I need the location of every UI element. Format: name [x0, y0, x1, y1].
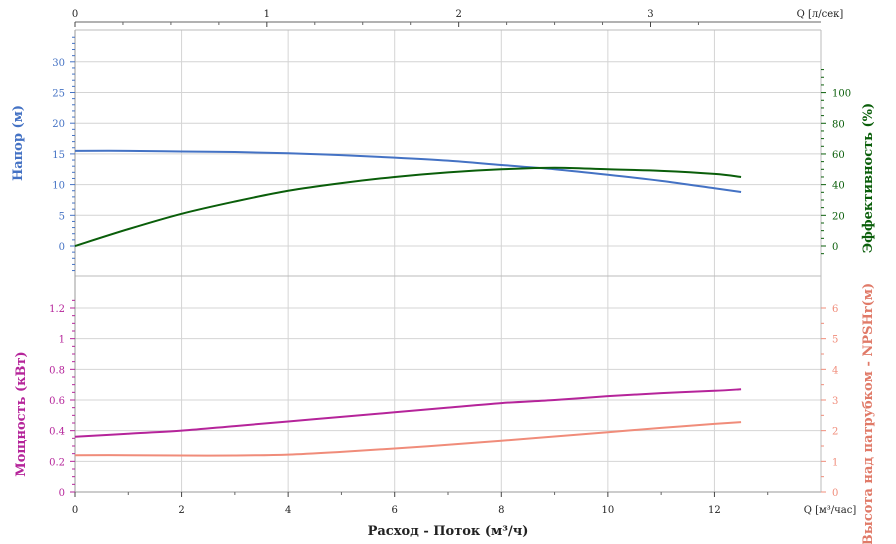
head-axis-tick-label: 15 — [52, 150, 65, 161]
power-curve-line — [74, 388, 742, 438]
flow-axis-title: Расход - Поток (м³/ч) — [368, 524, 529, 539]
top-axis-tick-label: 3 — [647, 9, 653, 20]
head-axis-tick-label: 5 — [59, 211, 65, 222]
power-axis-tick-label: 0.8 — [49, 365, 65, 376]
npshr-curve-line — [74, 421, 742, 457]
top-flow-unit-label: Q [л/сек] — [797, 9, 844, 20]
x-axis-tick-label: 0 — [72, 505, 78, 516]
power-axis-tick-label: 0 — [59, 488, 65, 499]
power-axis-tick-label: 0.2 — [49, 457, 65, 468]
axis-ticks — [70, 22, 826, 497]
npshr-axis-tick-label: 3 — [832, 396, 838, 407]
x-axis-tick-label: 2 — [178, 505, 184, 516]
head-axis-title: Напор (м) — [11, 105, 26, 181]
npshr-axis-tick-label: 1 — [832, 457, 838, 468]
efficiency-axis-tick-label: 60 — [832, 150, 845, 161]
head-axis-tick-label: 30 — [52, 58, 65, 69]
top-axis-tick-label: 2 — [455, 9, 461, 20]
head-axis-tick-label: 20 — [52, 119, 65, 130]
npshr-axis-tick-label: 4 — [832, 365, 838, 376]
tick-labels: 0 1 2 30 2 4 6 8 10 1205101520253002040608010000.… — [49, 9, 851, 516]
efficiency-axis-tick-label: 80 — [832, 119, 845, 130]
chart-series — [74, 149, 742, 457]
x-axis-tick-label: 12 — [708, 505, 721, 516]
efficiency-axis-tick-label: 0 — [832, 242, 838, 253]
npshr-axis-title: Высота над патрубком - NPSHr(м) — [861, 283, 876, 544]
x-axis-tick-label: 4 — [285, 505, 291, 516]
npshr-axis-tick-label: 5 — [832, 335, 838, 346]
head-axis-tick-label: 0 — [59, 242, 65, 253]
chart-frame — [74, 21, 822, 493]
efficiency-curve-line — [74, 166, 742, 247]
head-axis-tick-label: 10 — [52, 181, 65, 192]
x-axis-tick-label: 6 — [392, 505, 398, 516]
npshr-axis-tick-label: 6 — [832, 304, 838, 315]
power-axis-tick-label: 1 — [59, 335, 65, 346]
efficiency-axis-tick-label: 100 — [832, 89, 851, 100]
chart-grid — [74, 30, 821, 493]
power-axis-title: Мощность (кВт) — [14, 351, 29, 476]
top-axis-tick-label: 0 — [72, 9, 78, 20]
efficiency-axis-title: Эффективность (%) — [861, 103, 876, 253]
x-axis-tick-label: 8 — [498, 505, 504, 516]
power-axis-tick-label: 0.4 — [49, 427, 65, 438]
efficiency-axis-tick-label: 40 — [832, 181, 845, 192]
x-axis-tick-label: 10 — [601, 505, 614, 516]
head-curve-line — [74, 149, 742, 193]
power-axis-tick-label: 0.6 — [49, 396, 65, 407]
npshr-axis-tick-label: 0 — [832, 488, 838, 499]
bottom-flow-unit-label: Q [м³/час] — [804, 505, 857, 516]
top-axis-tick-label: 1 — [264, 9, 270, 20]
head-axis-tick-label: 25 — [52, 89, 65, 100]
npshr-axis-tick-label: 2 — [832, 427, 838, 438]
efficiency-axis-tick-label: 20 — [832, 211, 845, 222]
power-axis-tick-label: 1.2 — [49, 304, 65, 315]
